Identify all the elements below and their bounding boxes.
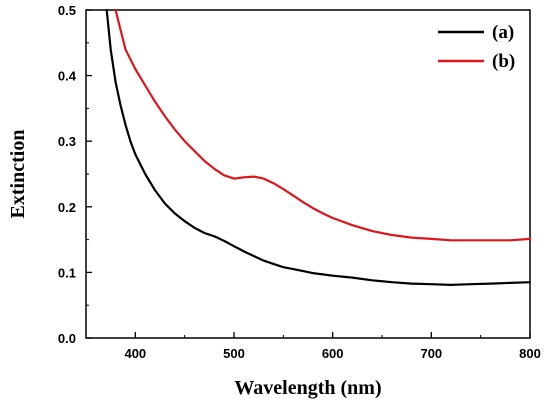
y-axis-ticks: 0.0 0.1 0.2 0.3 0.4 0.5 bbox=[58, 3, 92, 346]
x-tick-label: 500 bbox=[223, 346, 245, 361]
legend-label-a: (a) bbox=[492, 22, 514, 43]
x-tick-label: 700 bbox=[420, 346, 442, 361]
y-tick-label: 0.0 bbox=[58, 331, 76, 346]
y-axis-title: Extinction bbox=[7, 130, 29, 219]
y-tick-label: 0.3 bbox=[58, 134, 76, 149]
x-tick-label: 400 bbox=[124, 346, 146, 361]
series-layer bbox=[105, 8, 532, 286]
x-tick-label: 800 bbox=[519, 346, 541, 361]
x-tick-label: 600 bbox=[322, 346, 344, 361]
legend: (a) (b) bbox=[438, 22, 515, 72]
y-tick-label: 0.2 bbox=[58, 200, 76, 215]
legend-label-b: (b) bbox=[492, 51, 515, 72]
y-tick-label: 0.5 bbox=[58, 3, 76, 18]
series-line-a bbox=[105, 8, 532, 286]
series-line-b bbox=[114, 8, 532, 242]
y-tick-label: 0.4 bbox=[58, 69, 77, 84]
x-axis-ticks: 400 500 600 700 800 bbox=[85, 332, 541, 361]
plot-frame bbox=[85, 9, 531, 339]
y-tick-label: 0.1 bbox=[58, 265, 76, 280]
x-axis-title: Wavelength (nm) bbox=[234, 377, 381, 399]
